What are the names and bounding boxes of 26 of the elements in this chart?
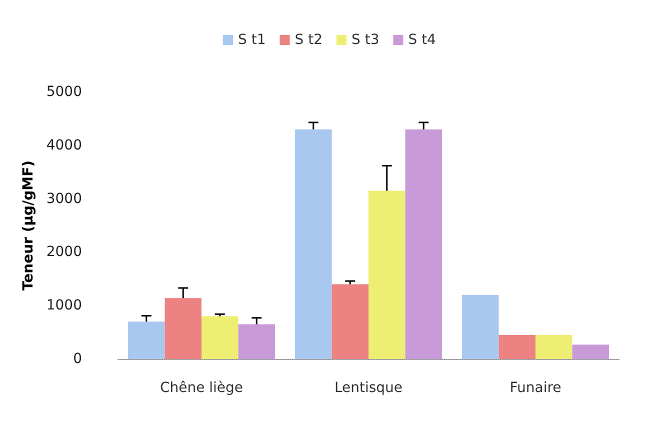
- bar: [368, 190, 406, 359]
- x-tick-label: Funaire: [510, 380, 562, 396]
- bar: [128, 322, 165, 359]
- legend-label: S t4: [408, 32, 436, 48]
- y-tick-label: 5000: [46, 84, 82, 100]
- bar: [498, 334, 536, 359]
- bar: [332, 284, 368, 359]
- bar: [238, 324, 275, 359]
- x-tick-label: Lentisque: [334, 380, 403, 396]
- bar: [202, 316, 238, 359]
- y-tick-label: 1000: [46, 298, 82, 314]
- y-tick-label: 2000: [46, 244, 82, 260]
- legend-label: S t1: [238, 32, 266, 48]
- y-axis-title: Teneur (µg/gMF): [20, 160, 36, 291]
- y-tick-label: 3000: [46, 190, 82, 207]
- bar: [405, 129, 442, 359]
- legend-label: S t3: [352, 32, 380, 48]
- bar: [536, 334, 572, 359]
- y-tick-label: 4000: [46, 137, 82, 154]
- y-tick-label: 0: [73, 351, 82, 367]
- bar: [164, 298, 202, 359]
- bar: [295, 129, 332, 359]
- bar: [462, 294, 499, 359]
- bar: [572, 344, 609, 359]
- x-tick-label: Chêne liège: [160, 380, 244, 396]
- legend-label: S t2: [294, 32, 322, 48]
